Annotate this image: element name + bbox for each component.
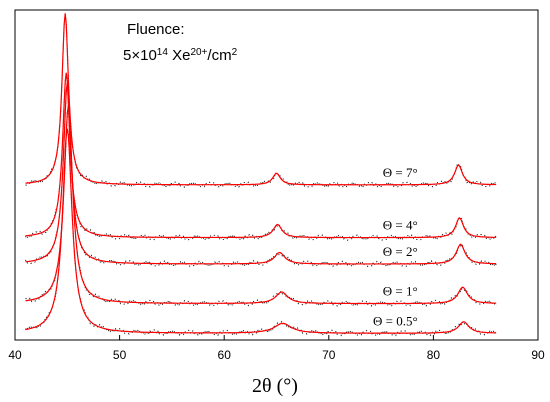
series-label: Θ = 4° <box>383 218 418 233</box>
experimental-pattern <box>25 13 497 189</box>
fluence-base: 5×10 <box>123 47 157 64</box>
series-labels: Θ = 0.5° Θ = 1° Θ = 2° Θ = 4° Θ = 7° <box>373 165 418 329</box>
fit-curve <box>25 105 497 305</box>
experimental-pattern <box>25 128 497 337</box>
x-tick-label: 60 <box>218 348 232 362</box>
x-tick-label: 40 <box>8 348 22 362</box>
fluence-charge: 20+ <box>190 47 207 58</box>
series-label: Θ = 2° <box>383 244 418 259</box>
fluence-unit-exp: 2 <box>232 47 238 58</box>
fit-curve <box>25 128 497 334</box>
x-tick-label: 90 <box>531 348 545 362</box>
x-axis: 40 50 60 70 80 90 <box>8 335 545 362</box>
fit-curve <box>25 82 497 265</box>
x-tick-label: 80 <box>427 348 441 362</box>
fluence-exp: 14 <box>157 47 169 58</box>
series-layer <box>25 13 497 337</box>
experimental-pattern <box>25 73 497 242</box>
experimental-pattern <box>25 82 497 268</box>
x-axis-title: 2θ (°) <box>252 375 298 397</box>
fit-curve <box>25 72 497 239</box>
fluence-ion: Xe <box>168 47 191 64</box>
fit-curve <box>25 13 497 186</box>
fluence-value: 5×1014 Xe20+/cm2 <box>123 47 238 65</box>
series-label: Θ = 7° <box>383 165 418 180</box>
plot-frame <box>14 9 539 341</box>
fluence-unit: /cm <box>207 47 231 64</box>
x-tick-label: 70 <box>322 348 336 362</box>
series-label: Θ = 0.5° <box>373 313 418 328</box>
fluence-label: Fluence: <box>127 21 185 38</box>
x-tick-label: 50 <box>113 348 127 362</box>
experimental-pattern <box>25 105 497 307</box>
series-label: Θ = 1° <box>383 284 418 299</box>
